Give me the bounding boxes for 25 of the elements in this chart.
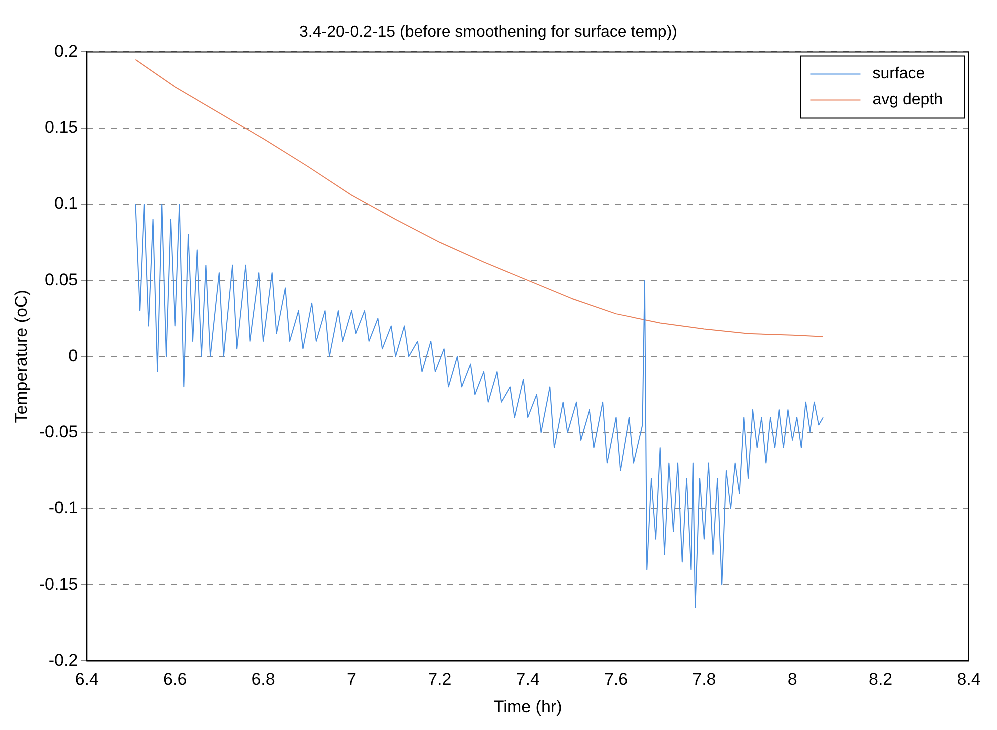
x-tick-label: 6.8 <box>252 670 276 690</box>
x-tick-label: 7 <box>346 670 356 690</box>
y-tick-label: 0.2 <box>54 42 78 61</box>
x-tick-label: 7.8 <box>692 670 716 690</box>
x-tick-label: 6.6 <box>164 670 188 690</box>
x-axis-title: Time (hr) <box>494 697 562 716</box>
y-tick-label: -0.15 <box>39 574 78 594</box>
y-tick-label: 0.05 <box>45 270 78 290</box>
x-tick-label: 7.6 <box>604 670 628 690</box>
x-tick-label: 6.4 <box>75 670 99 690</box>
x-tick-label: 8 <box>788 670 798 690</box>
x-tick-label: 7.2 <box>428 670 452 690</box>
legend-label: avg depth <box>872 92 943 109</box>
x-tick-label: 8.4 <box>957 670 981 690</box>
y-axis-title: Temperature (oC) <box>12 290 31 424</box>
y-tick-label: -0.1 <box>48 498 78 518</box>
x-tick-label: 8.2 <box>868 670 893 690</box>
y-tick-label: 0.15 <box>45 118 78 138</box>
y-tick-label: -0.05 <box>39 422 78 442</box>
chart-title: 3.4-20-0.2-15 (before smoothening for surface temp)) <box>300 24 678 42</box>
legend-label: surface <box>872 66 926 83</box>
y-tick-label: 0.1 <box>54 194 78 214</box>
y-tick-label: 0 <box>68 346 78 366</box>
x-tick-label: 7.4 <box>516 670 540 690</box>
y-tick-label: -0.2 <box>48 650 78 670</box>
